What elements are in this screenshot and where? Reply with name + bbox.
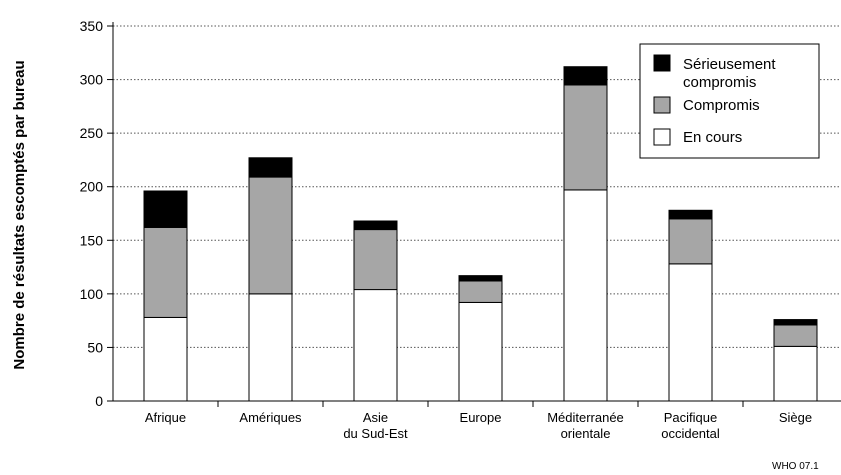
bar-segment-en-cours [563,189,608,402]
bar-segment-compromis [563,84,608,191]
bar-segment-en-cours [773,345,818,402]
bar-segment-compromis [248,176,293,295]
source-note: WHO 07.1 [772,461,819,472]
y-tick-label: 300 [80,72,104,88]
axes [107,22,841,407]
x-category-label: Méditerranée orientale [547,410,624,441]
bars [143,66,818,402]
y-axis-label: Nombre de résultats escomptés par bureau [11,60,28,369]
y-tick-labels: 0 50 100 150 200 250 300 350 [80,18,104,409]
legend-label: Compromis [683,97,760,114]
x-category-label: Siège [779,410,812,425]
bar-segment-en-cours [668,263,713,402]
bar-segment-compromis [353,229,398,291]
bar-segment-compromis [458,280,503,303]
bar-segment-s-rieusement-compromis [773,319,818,326]
bar-segment-en-cours [248,293,293,402]
bar-segment-compromis [668,218,713,265]
legend-label: Sérieusement compromis [683,56,776,91]
bar-segment-compromis [143,226,188,318]
x-category-label: Amériques [239,410,302,425]
legend: Sérieusement compromis Compromis En cours [639,43,820,159]
bar-segment-compromis [773,324,818,347]
bar-segment-s-rieusement-compromis [563,66,608,86]
x-category-label: Europe [460,410,502,425]
y-tick-label: 100 [80,286,104,302]
y-tick-label: 250 [80,125,104,141]
legend-swatch [653,128,671,146]
y-tick-label: 350 [80,18,104,34]
legend-swatch [653,96,671,114]
bar-segment-en-cours [353,289,398,402]
legend-swatch [653,54,671,72]
bar-segment-s-rieusement-compromis [248,157,293,178]
bar-segment-s-rieusement-compromis [143,190,188,228]
bar-segment-s-rieusement-compromis [353,220,398,231]
bar-segment-s-rieusement-compromis [668,209,713,220]
x-category-label: Pacifique occidental [661,410,720,441]
bar-segment-en-cours [458,301,503,402]
y-tick-label: 200 [80,179,104,195]
bar-segment-s-rieusement-compromis [458,275,503,282]
bar-segment-en-cours [143,316,188,402]
y-tick-label: 150 [80,232,104,248]
x-category-label: Asie du Sud-Est [343,410,408,441]
y-tick-label: 50 [87,339,103,355]
x-category-label: Afrique [145,410,186,425]
y-tick-label: 0 [95,393,103,409]
legend-label: En cours [683,129,742,146]
x-category-labels: Afrique Amériques Asie du Sud-Est Europe Médi… [145,410,812,441]
